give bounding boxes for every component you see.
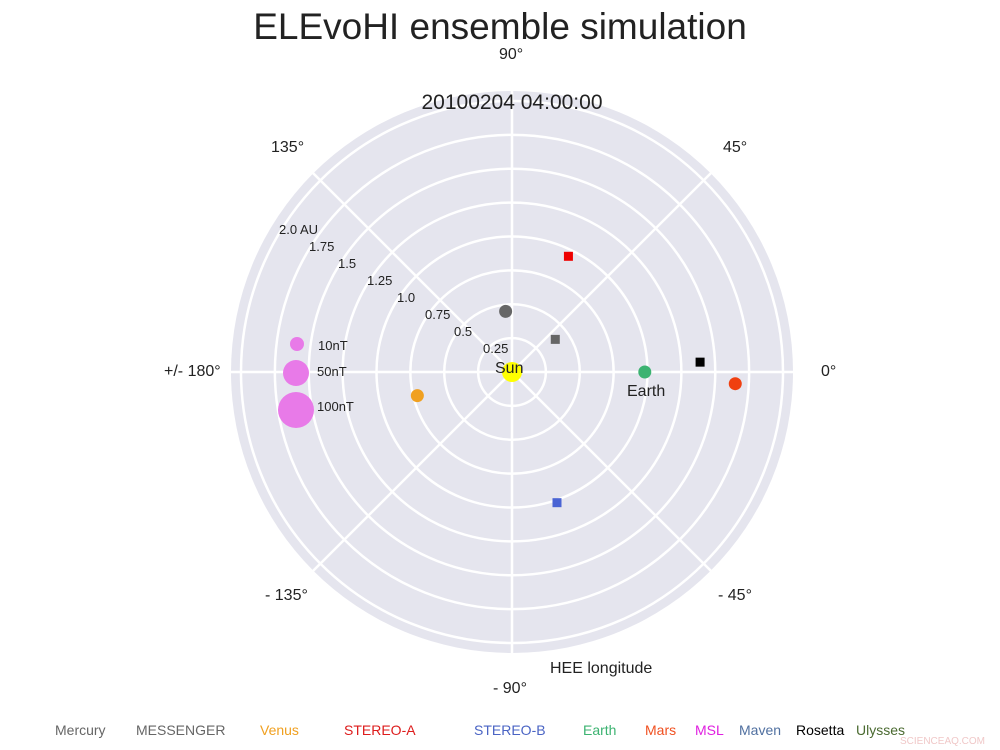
marker-mercury xyxy=(499,304,513,318)
legend-item-venus: Venus xyxy=(260,722,299,738)
angle-label-135: 135° xyxy=(271,139,305,156)
radial-label-1.75: 1.75 xyxy=(309,239,335,254)
marker-earth xyxy=(638,365,652,379)
radial-label-1.5: 1.5 xyxy=(338,256,357,271)
angle-label-180: +/- 180° xyxy=(164,363,221,380)
angle-label-minus135: - 135° xyxy=(265,587,308,604)
marker-messenger xyxy=(550,334,560,344)
radial-label-2.0: 2.0 AU xyxy=(279,222,319,237)
legend: Mercury MESSENGER Venus STEREO-A STEREO-… xyxy=(0,722,1000,742)
angle-label-90: 90° xyxy=(499,46,524,63)
bfield-label-50nt: 50nT xyxy=(317,364,347,379)
grid-spoke xyxy=(311,371,513,573)
axis-label: HEE longitude xyxy=(550,660,653,677)
legend-item-earth: Earth xyxy=(583,722,617,738)
chart-title: ELEvoHI ensemble simulation xyxy=(253,6,747,47)
grid-spoke xyxy=(511,171,713,373)
angle-label-minus90: - 90° xyxy=(493,680,527,697)
angle-label-45: 45° xyxy=(723,139,748,156)
legend-item-rosetta: Rosetta xyxy=(796,722,845,738)
marker-venus xyxy=(410,389,424,403)
legend-item-msl: MSL xyxy=(695,722,724,738)
bfield-label-100nt: 100nT xyxy=(317,399,354,414)
angular-grid xyxy=(230,90,794,654)
marker-stereo-b xyxy=(552,498,562,508)
bfield-10nt-marker xyxy=(290,337,304,351)
grid-spoke xyxy=(511,371,713,573)
grid-spoke xyxy=(311,171,513,373)
radial-label-1.25: 1.25 xyxy=(367,273,393,288)
radial-label-0.75: 0.75 xyxy=(425,307,451,322)
bfield-50nt-marker xyxy=(283,360,309,386)
marker-sun xyxy=(502,362,522,382)
angle-label-minus45: - 45° xyxy=(718,587,752,604)
marker-rosetta xyxy=(695,357,705,367)
watermark: SCIENCEAQ.COM xyxy=(900,736,986,747)
bfield-100nt-marker xyxy=(278,392,314,428)
angle-label-0: 0° xyxy=(821,363,837,380)
legend-item-messenger: MESSENGER xyxy=(136,722,226,738)
data-points xyxy=(410,251,742,508)
legend-item-ulysses: Ulysses xyxy=(856,722,906,738)
legend-item-stereo-b: STEREO-B xyxy=(474,722,546,738)
sun-label: Sun xyxy=(495,360,524,377)
legend-item-stereo-a: STEREO-A xyxy=(344,722,416,738)
bfield-label-10nt: 10nT xyxy=(318,338,348,353)
radial-label-0.25: 0.25 xyxy=(483,341,509,356)
legend-item-maven: Maven xyxy=(739,722,782,738)
marker-mars xyxy=(728,377,742,391)
earth-label: Earth xyxy=(627,383,666,400)
radial-label-0.5: 0.5 xyxy=(454,324,473,339)
legend-item-mercury: Mercury xyxy=(55,722,106,738)
marker-stereo-a xyxy=(563,251,573,261)
legend-item-mars: Mars xyxy=(645,722,677,738)
radial-label-1.0: 1.0 xyxy=(397,290,416,305)
timestamp: 20100204 04:00:00 xyxy=(421,91,603,114)
